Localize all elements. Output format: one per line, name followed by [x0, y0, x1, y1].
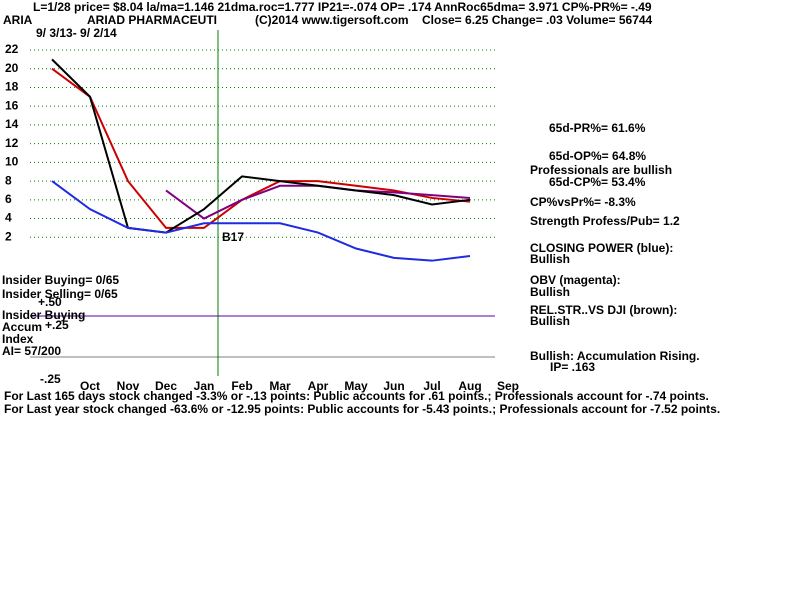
scale-label: -.25	[40, 372, 61, 386]
stat: CLOSING POWER (blue):	[530, 241, 673, 255]
price-line	[51, 180, 471, 262]
stat: Bullish: Accumulation Rising.	[530, 349, 700, 363]
accum-label: Index	[2, 332, 34, 346]
stat: 65d-PR%= 61.6%	[549, 121, 646, 135]
x-tick-label: May	[344, 379, 368, 393]
date-range: 9/ 3/13- 9/ 2/14	[36, 26, 117, 40]
x-tick-label: Sep	[497, 379, 519, 393]
scale-label: +.25	[45, 318, 69, 332]
price-line	[51, 67, 471, 229]
ticker: ARIA	[3, 13, 33, 27]
header-stats: L=1/28 price= $8.04 la/ma=1.146 21dma.ro…	[33, 0, 652, 14]
x-tick-label: Jul	[423, 379, 440, 393]
stat: REL.STR..VS DJI (brown):	[530, 303, 677, 317]
x-tick-label: Nov	[117, 379, 140, 393]
y-tick-label: 6	[5, 192, 12, 206]
footer-line: For Last 165 days stock changed -3.3% or…	[4, 389, 709, 403]
stat: 65d-CP%= 53.4%	[549, 175, 646, 189]
stat: 65d-OP%= 64.8%	[549, 149, 646, 163]
company: ARIAD PHARMACEUTI	[87, 13, 217, 27]
scale-label: +.50	[38, 295, 62, 309]
insider-label: Insider Buying	[2, 308, 85, 322]
accum-label: Accum	[2, 320, 42, 334]
insider-label: Insider Buying= 0/65	[2, 273, 119, 287]
source: (C)2014 www.tigersoft.com	[255, 13, 409, 27]
y-tick-label: 10	[5, 155, 19, 169]
y-tick-label: 22	[5, 42, 19, 56]
x-tick-label: Aug	[458, 379, 481, 393]
x-tick-label: Jan	[194, 379, 215, 393]
price-line	[51, 58, 471, 234]
stat: Professionals are bullish	[530, 163, 672, 177]
stat: Strength Profess/Pub= 1.2	[530, 214, 680, 228]
stat: Bullish	[530, 285, 570, 299]
y-tick-label: 4	[5, 211, 12, 225]
y-tick-label: 14	[5, 117, 19, 131]
x-tick-label: Jun	[383, 379, 404, 393]
y-tick-label: 12	[5, 136, 19, 150]
quote: Close= 6.25 Change= .03 Volume= 56744	[422, 13, 653, 27]
stat: Bullish	[530, 252, 570, 266]
x-tick-label: Apr	[308, 379, 329, 393]
y-tick-label: 8	[5, 173, 12, 187]
x-tick-label: Feb	[231, 379, 252, 393]
stat: Bullish	[530, 314, 570, 328]
y-tick-label: 20	[5, 61, 19, 75]
footer-line: For Last year stock changed -63.6% or -1…	[4, 402, 720, 416]
x-tick-label: Dec	[155, 379, 177, 393]
y-tick-label: 18	[5, 80, 19, 94]
stat: IP= .163	[550, 360, 595, 374]
x-tick-label: Mar	[269, 379, 291, 393]
stat: OBV (magenta):	[530, 273, 621, 287]
accum-label: AI= 57/200	[2, 344, 61, 358]
signal-label: B17	[222, 230, 244, 244]
y-tick-label: 16	[5, 98, 19, 112]
x-tick-label: Oct	[80, 379, 100, 393]
stat: CP%vsPr%= -8.3%	[530, 195, 636, 209]
y-tick-label: 2	[5, 229, 12, 243]
insider-label: Insider Selling= 0/65	[2, 287, 118, 301]
